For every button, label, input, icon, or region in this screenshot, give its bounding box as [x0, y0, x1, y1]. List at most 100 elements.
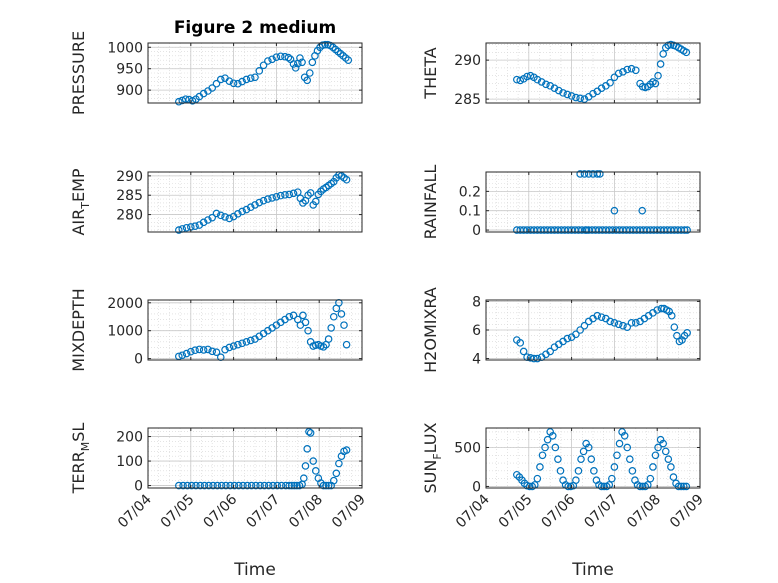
data-series: [175, 298, 351, 362]
data-point: [281, 191, 289, 199]
data-point: [322, 481, 330, 490]
data-point: [574, 467, 583, 475]
data-point: [572, 476, 580, 485]
data-point: [299, 311, 307, 320]
subplot-7: 0 100 200 07/04 07/05 07/06 07/07 07/08 07/09 TER…: [69, 423, 369, 580]
data-point: [653, 306, 662, 314]
data-point: [242, 75, 251, 84]
data-point: [626, 455, 634, 463]
data-point: [631, 319, 640, 327]
y-tick-label: 200: [116, 430, 143, 446]
data-point: [243, 481, 252, 490]
data-point: [332, 469, 341, 478]
y-axis-label: SUNFLUX: [421, 422, 444, 493]
data-point: [342, 175, 351, 184]
x-tick-label: 07/06: [201, 491, 241, 531]
data-point: [301, 462, 310, 470]
data-series: [175, 40, 353, 106]
data-point: [537, 78, 546, 86]
data-point: [319, 481, 328, 490]
y-tick-label: 6: [472, 323, 481, 339]
data-point: [519, 347, 528, 356]
data-point: [216, 75, 225, 84]
data-point: [234, 481, 243, 490]
data-point: [289, 60, 298, 68]
y-tick-label: 1000: [107, 324, 143, 340]
data-point: [298, 58, 306, 67]
subplot-8: 0 500 07/04 07/05 07/06 07/07 07/08 07/09 SUNFLU…: [421, 422, 707, 580]
data-point: [289, 189, 298, 198]
data-point: [656, 60, 665, 68]
y-tick-label: 290: [116, 169, 143, 185]
data-point: [542, 80, 550, 89]
data-point: [576, 326, 584, 334]
data-point: [636, 482, 644, 491]
data-point: [606, 78, 614, 87]
data-point: [627, 64, 636, 73]
data-point: [541, 443, 549, 452]
y-tick-label: 500: [454, 440, 481, 456]
data-point: [525, 482, 534, 491]
axes-box: [485, 171, 701, 233]
data-point: [533, 354, 542, 363]
data-point: [638, 482, 647, 491]
data-point: [213, 481, 222, 490]
data-point: [342, 446, 351, 454]
data-point: [182, 349, 191, 358]
data-point: [225, 343, 234, 352]
data-point: [584, 170, 593, 178]
data-point: [606, 317, 614, 326]
data-point: [229, 342, 238, 350]
data-point: [239, 481, 247, 490]
axes-box: [147, 171, 363, 233]
data-point: [259, 196, 268, 205]
data-point: [572, 93, 580, 102]
data-point: [268, 194, 276, 202]
data-point: [246, 74, 255, 82]
x-tick-label: 07/04: [453, 491, 493, 531]
y-tick-label: 0.2: [459, 184, 481, 200]
data-series: [513, 304, 691, 363]
data-point: [242, 205, 251, 214]
data-point: [567, 92, 576, 100]
data-point: [264, 481, 273, 490]
data-point: [212, 348, 221, 356]
data-point: [212, 209, 221, 218]
y-tick-label: 285: [454, 92, 481, 108]
data-point: [679, 482, 688, 491]
data-point: [238, 339, 246, 348]
data-point: [290, 481, 299, 490]
x-axis-label: Time: [571, 560, 614, 580]
data-point: [631, 66, 640, 75]
data-point: [264, 195, 272, 203]
data-point: [546, 82, 555, 90]
data-point: [546, 347, 555, 356]
data-point: [242, 338, 251, 346]
subplot-3: 280 285 290 AIRTEMP: [69, 168, 363, 236]
data-point: [251, 73, 259, 82]
axes-box: [147, 42, 363, 104]
subplot-2: 285 290 THETA: [421, 40, 701, 108]
data-point: [646, 474, 655, 483]
data-point: [597, 313, 606, 321]
y-tick-label: 285: [116, 188, 143, 204]
data-point: [178, 351, 187, 360]
data-point: [554, 455, 562, 463]
data-point: [596, 170, 604, 178]
data-series: [175, 171, 351, 234]
data-point: [516, 339, 525, 347]
data-point: [208, 84, 217, 92]
data-point: [221, 345, 229, 354]
data-point: [181, 95, 190, 103]
y-tick-label: 0: [472, 223, 481, 239]
axes-box: [147, 299, 363, 361]
data-point: [301, 318, 310, 327]
data-point: [273, 481, 282, 490]
y-tick-label: 290: [454, 53, 481, 69]
data-point: [548, 431, 557, 440]
data-point: [252, 481, 260, 490]
data-point: [620, 431, 629, 440]
x-tick-label: 07/06: [539, 491, 579, 531]
data-point: [311, 197, 320, 206]
y-tick-label: 950: [116, 62, 143, 78]
